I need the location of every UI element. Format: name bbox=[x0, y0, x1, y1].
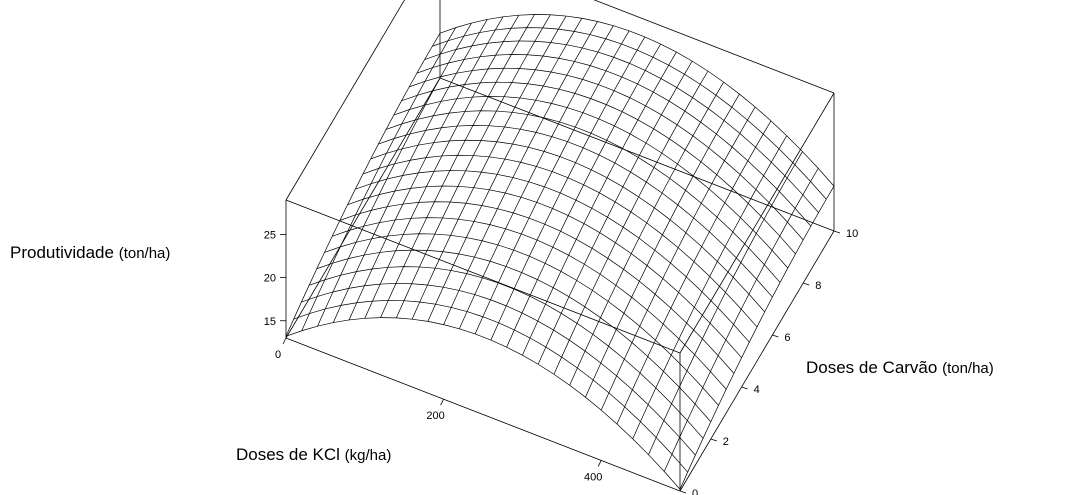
x-tick-label: 200 bbox=[426, 410, 444, 422]
y-tick-mark bbox=[772, 334, 779, 338]
x-tick-mark bbox=[282, 337, 287, 345]
y-tick-label: 10 bbox=[846, 228, 858, 240]
mesh-line-const-y bbox=[362, 154, 758, 328]
z-axis-title: Produtividade (ton/ha) bbox=[10, 243, 170, 263]
axis-ticks: 0 200 400 0 2 4 6 8 10 15 20 25 bbox=[264, 228, 859, 495]
box-edge bbox=[285, 77, 441, 339]
box-edge bbox=[679, 92, 835, 354]
mesh-line-const-x bbox=[648, 151, 803, 455]
mesh-line-const-x bbox=[411, 15, 567, 320]
x-tick-mark bbox=[597, 460, 602, 467]
mesh-line-const-y bbox=[432, 27, 827, 200]
mesh-line-const-y bbox=[401, 81, 796, 255]
mesh-line-const-y bbox=[378, 125, 773, 298]
mesh-line-const-y bbox=[370, 139, 765, 313]
mesh-line-const-x bbox=[600, 106, 756, 411]
z-tick-label: 15 bbox=[264, 316, 276, 328]
mesh-line-const-x bbox=[616, 120, 772, 425]
mesh-line-const-y bbox=[347, 185, 742, 358]
mesh-line-const-x bbox=[490, 36, 646, 341]
mesh-line-const-x bbox=[332, 19, 488, 323]
y-tick-mark bbox=[833, 230, 841, 234]
mesh-line-const-y bbox=[393, 96, 789, 269]
mesh-line-const-x bbox=[585, 93, 740, 398]
mesh-line-const-x bbox=[285, 32, 441, 337]
box-edge bbox=[679, 230, 835, 492]
y-tick-label: 8 bbox=[815, 280, 821, 292]
mesh-line-const-y bbox=[301, 283, 696, 456]
mesh-line-const-x bbox=[474, 30, 630, 335]
mesh-line-const-y bbox=[324, 233, 719, 406]
mesh-line-const-y bbox=[316, 249, 712, 422]
mesh-line-const-y bbox=[385, 110, 781, 283]
mesh-line-const-x bbox=[396, 14, 551, 319]
x-tick-label: 400 bbox=[584, 471, 602, 483]
mesh-line-const-y bbox=[409, 67, 804, 241]
x-axis-title: Doses de KCl (kg/ha) bbox=[236, 445, 391, 465]
mesh-line-const-x bbox=[380, 14, 535, 318]
mesh-line-const-y bbox=[285, 317, 681, 490]
y-tick-mark bbox=[803, 282, 810, 286]
mesh-line-const-y bbox=[424, 40, 819, 213]
mesh-line-const-y bbox=[332, 217, 727, 390]
y-axis-title: Doses de Carvão (ton/ha) bbox=[806, 358, 994, 378]
mesh-line-const-x bbox=[317, 22, 472, 327]
z-tick-label: 25 bbox=[264, 230, 276, 242]
y-tick-label: 6 bbox=[784, 332, 790, 344]
x-axis-label: Doses de KCl bbox=[236, 445, 340, 464]
mesh-line-const-y bbox=[416, 54, 812, 227]
mesh-line-const-x bbox=[301, 27, 457, 331]
y-tick-label: 4 bbox=[754, 384, 760, 396]
y-tick-mark bbox=[710, 438, 717, 442]
y-tick-label: 2 bbox=[723, 436, 729, 448]
mesh-line-const-x bbox=[506, 43, 661, 348]
y-tick-label: 0 bbox=[692, 488, 698, 495]
y-axis-label: Doses de Carvão bbox=[806, 358, 938, 377]
mesh-line-const-x bbox=[427, 18, 583, 322]
mesh-line-const-x bbox=[443, 21, 598, 325]
mesh-line-const-x bbox=[522, 51, 677, 356]
mesh-line-const-y bbox=[308, 266, 704, 439]
mesh-line-const-y bbox=[293, 300, 688, 473]
x-tick-label: 0 bbox=[275, 349, 281, 361]
mesh-line-const-x bbox=[569, 81, 724, 386]
mesh-line-const-x bbox=[663, 168, 819, 472]
z-axis-unit: (ton/ha) bbox=[118, 245, 171, 262]
mesh-line-const-x bbox=[632, 135, 788, 439]
box-edge bbox=[285, 0, 405, 201]
mesh-line-const-y bbox=[339, 201, 735, 374]
y-axis-unit: (ton/ha) bbox=[942, 360, 994, 377]
mesh-line-const-x bbox=[679, 185, 835, 490]
box-edge bbox=[439, 77, 835, 232]
mesh-line-const-x bbox=[348, 16, 504, 321]
mesh-line-const-x bbox=[364, 14, 520, 319]
z-tick-label: 20 bbox=[264, 273, 276, 285]
mesh-line-const-x bbox=[553, 70, 709, 375]
mesh-line-const-x bbox=[459, 25, 614, 329]
x-tick-mark bbox=[440, 399, 444, 406]
surface-mesh bbox=[285, 14, 835, 490]
mesh-line-const-y bbox=[355, 170, 750, 343]
y-tick-mark bbox=[679, 490, 687, 494]
mesh-line-const-x bbox=[537, 60, 693, 365]
x-axis-unit: (kg/ha) bbox=[344, 447, 392, 464]
box-edge bbox=[593, 0, 835, 94]
mesh-line-const-y bbox=[439, 14, 835, 187]
y-tick-mark bbox=[741, 386, 748, 390]
box-edge bbox=[285, 337, 681, 492]
z-axis-label: Produtividade bbox=[10, 243, 114, 262]
